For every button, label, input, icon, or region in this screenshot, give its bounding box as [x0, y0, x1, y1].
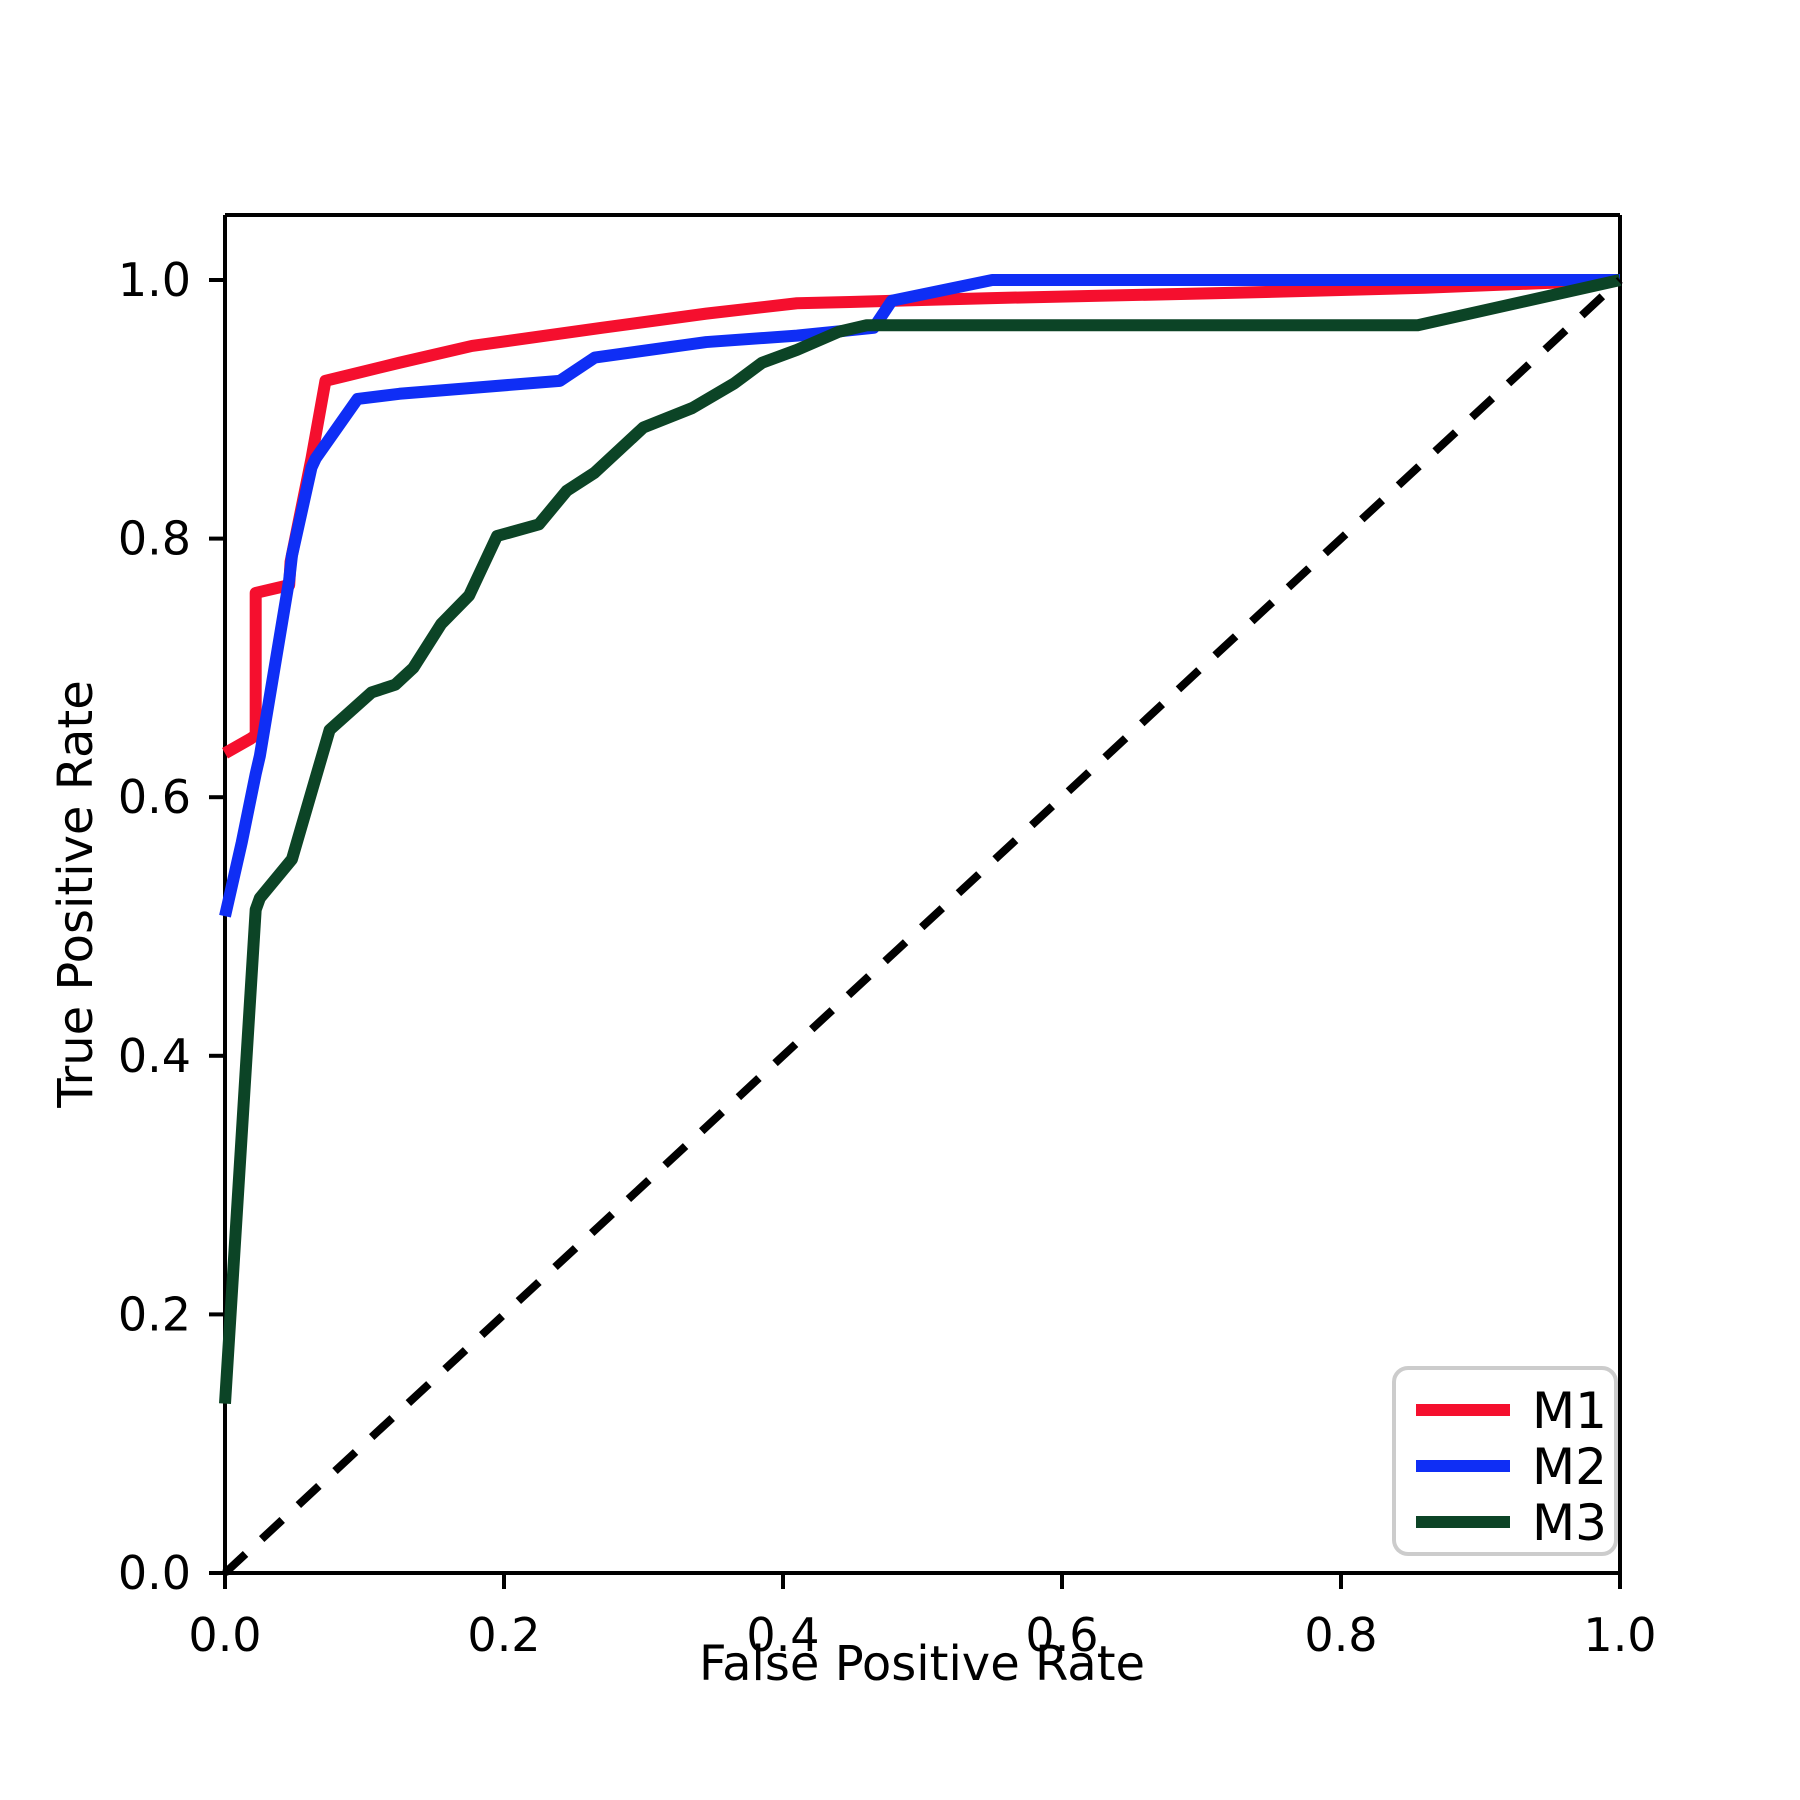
x-axis-tickmarks	[223, 1573, 1622, 1589]
curve-M3	[219, 274, 1622, 1404]
curve-chance	[222, 277, 1623, 1576]
legend-label-M3: M3	[1532, 1494, 1607, 1552]
y-tick-label-0.0: 0.0	[118, 1546, 191, 1600]
x-axis-title: False Positive Rate	[699, 1636, 1145, 1692]
x-axis-tick-labels: 0.0 0.2 0.4 0.6 0.8 1.0	[188, 1608, 1656, 1662]
curve-M2	[219, 274, 1620, 918]
x-tick-label-0.2: 0.2	[467, 1608, 540, 1662]
y-axis-title: True Positive Rate	[48, 680, 104, 1109]
x-tick-label-1.0: 1.0	[1583, 1608, 1656, 1662]
curve-M1	[222, 274, 1621, 759]
plot-area-background	[225, 215, 1620, 1573]
y-tick-label-0.8: 0.8	[118, 512, 191, 566]
y-tick-label-0.6: 0.6	[118, 770, 191, 824]
x-tick-label-0.0: 0.0	[188, 1608, 261, 1662]
legend-label-M2: M2	[1532, 1438, 1607, 1496]
y-axis-tickmarks	[209, 278, 225, 1575]
x-tick-label-0.4: 0.4	[746, 1608, 819, 1662]
y-tick-label-0.4: 0.4	[118, 1029, 191, 1083]
data-series-group	[219, 274, 1623, 1576]
x-tick-label-0.8: 0.8	[1304, 1608, 1377, 1662]
y-tick-label-0.2: 0.2	[118, 1287, 191, 1341]
y-axis-tick-labels: 0.0 0.2 0.4 0.6 0.8 1.0	[118, 253, 191, 1600]
legend-label-M1: M1	[1532, 1382, 1607, 1440]
x-tick-label-0.6: 0.6	[1025, 1608, 1098, 1662]
y-tick-label-1.0: 1.0	[118, 253, 191, 307]
